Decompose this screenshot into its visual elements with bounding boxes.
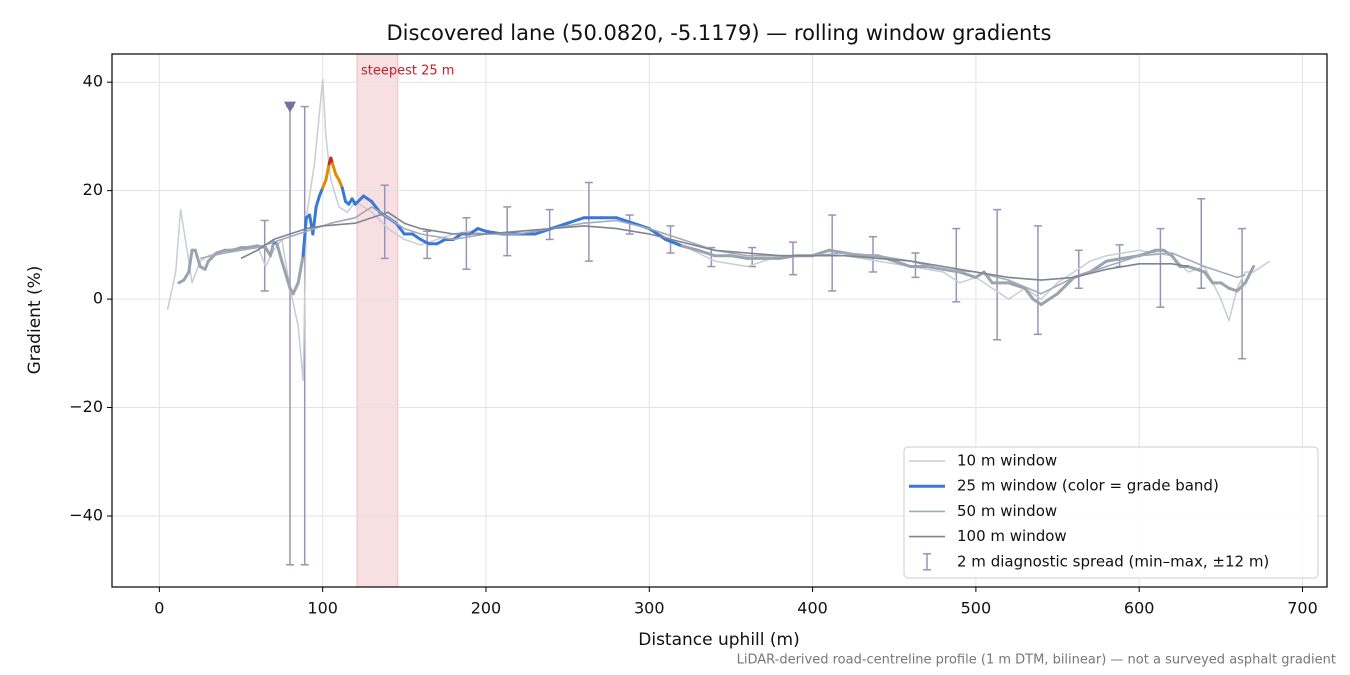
line-segment xyxy=(330,162,338,176)
y-tick-label: 0 xyxy=(93,289,103,308)
line-segment xyxy=(1088,259,1109,274)
line-segment xyxy=(1186,265,1207,274)
line-segment xyxy=(285,275,292,290)
line-segment xyxy=(435,237,447,246)
line-segment xyxy=(892,259,913,269)
plot-frame xyxy=(111,53,1328,588)
line-segment xyxy=(1023,286,1035,301)
line-segment xyxy=(187,248,194,274)
line-segment xyxy=(193,248,202,269)
line-segment xyxy=(324,162,331,182)
peak-marker xyxy=(284,101,297,113)
line-segment xyxy=(311,205,318,236)
line-segment xyxy=(268,240,276,258)
line-segment xyxy=(566,216,586,225)
y-axis-label: Gradient (%) xyxy=(25,266,45,375)
legend-label: 50 m window xyxy=(957,502,1057,520)
error-bar xyxy=(462,216,471,271)
line-segment xyxy=(419,237,431,246)
error-bar xyxy=(828,214,837,292)
error-bar xyxy=(545,208,554,241)
line-segment xyxy=(340,186,348,203)
chart-title: Discovered lane (50.0820, -5.1179) — rol… xyxy=(387,21,1052,45)
legend-box xyxy=(903,446,1319,579)
line-segment xyxy=(680,244,700,252)
line-segment xyxy=(410,232,423,241)
x-tick-label: 100 xyxy=(307,599,338,618)
error-bar xyxy=(1156,227,1165,308)
line-segment xyxy=(1007,281,1027,290)
line-segment xyxy=(301,216,308,258)
x-tick-label: 600 xyxy=(1124,599,1155,618)
line-segment xyxy=(1243,265,1256,285)
line-segment xyxy=(296,254,305,285)
x-tick-label: 200 xyxy=(471,599,502,618)
line-segment xyxy=(275,242,284,263)
line-segment xyxy=(1039,297,1051,307)
footnote: LiDAR-derived road-centreline profile (1… xyxy=(737,653,1336,668)
line-segment xyxy=(1105,256,1125,263)
x-tick-label: 400 xyxy=(797,599,828,618)
line-segment xyxy=(314,194,321,209)
line-segment xyxy=(468,227,480,236)
line-segment xyxy=(615,216,635,225)
line-series xyxy=(240,211,1189,281)
error-bar xyxy=(1197,198,1206,289)
error-bar xyxy=(380,184,389,260)
x-tick-label: 700 xyxy=(1287,599,1318,618)
line-series xyxy=(166,78,1271,382)
line-segment xyxy=(664,237,684,248)
line-segment xyxy=(1235,281,1247,293)
line-segment xyxy=(729,254,749,260)
error-bar xyxy=(260,219,269,292)
x-axis-label: Distance uphill (m) xyxy=(638,630,799,650)
line-segment xyxy=(1056,275,1076,296)
line-segment xyxy=(1031,297,1043,307)
x-tick-label: 500 xyxy=(961,599,992,618)
line-segment xyxy=(291,281,300,296)
y-tick-label: 40 xyxy=(83,72,103,91)
error-bar xyxy=(788,241,797,276)
line-segment xyxy=(1203,270,1215,285)
error-bar xyxy=(584,181,593,262)
line-segment xyxy=(182,270,191,282)
line-segment xyxy=(958,270,978,279)
legend-label: 10 m window xyxy=(957,452,1057,470)
error-bar xyxy=(952,227,961,303)
line-series xyxy=(200,206,1246,295)
error-bar xyxy=(1238,227,1247,360)
highlight-span xyxy=(356,53,399,588)
line-segment xyxy=(353,194,365,206)
legend: 10 m window 25 m window (color = grade ba… xyxy=(903,446,1319,579)
legend-label: 100 m window xyxy=(957,527,1067,545)
error-bar xyxy=(286,105,295,566)
y-tick-label: 20 xyxy=(83,180,103,199)
x-tick-label: 300 xyxy=(634,599,665,618)
y-tick-label: −40 xyxy=(69,505,103,524)
line-segment xyxy=(1047,292,1060,301)
legend-label: 2 m diagnostic spread (min–max, ±12 m) xyxy=(957,552,1269,570)
line-segment xyxy=(1219,281,1231,290)
line-segment xyxy=(361,194,374,203)
line-segment xyxy=(280,259,289,279)
error-bar xyxy=(993,208,1002,341)
line-segment xyxy=(696,248,717,258)
x-tick-label: 0 xyxy=(154,599,164,618)
error-bar xyxy=(503,206,512,257)
span-label: steepest 25 m xyxy=(361,64,454,79)
legend-label: 25 m window (color = grade band) xyxy=(957,477,1219,495)
y-tick-label: −20 xyxy=(69,397,103,416)
